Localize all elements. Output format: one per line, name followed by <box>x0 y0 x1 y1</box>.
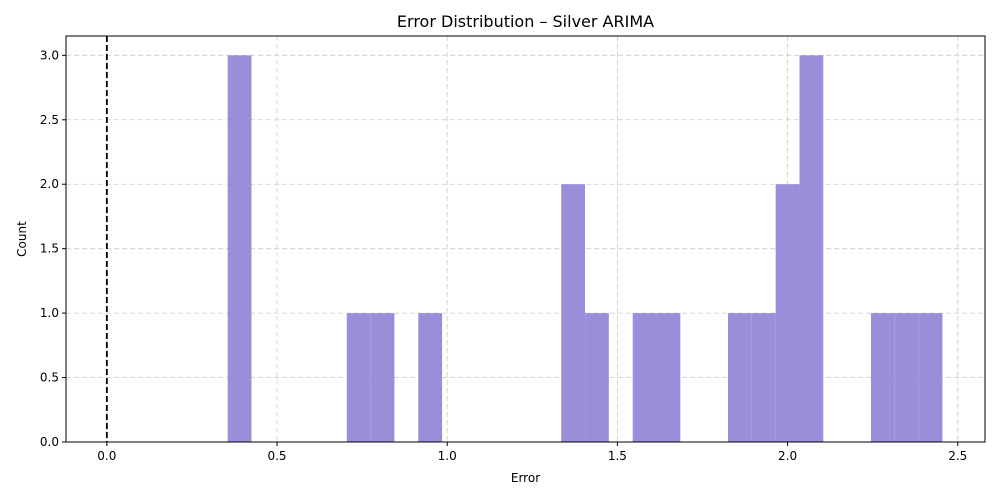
y-tick-label: 0.5 <box>40 371 59 385</box>
histogram-bar <box>561 184 586 442</box>
grid-layer <box>66 36 985 443</box>
x-tick-label: 2.5 <box>948 449 967 463</box>
y-axis-label: Count <box>15 221 29 257</box>
x-tick-label: 0.5 <box>267 449 286 463</box>
y-tick-label: 3.0 <box>40 48 59 62</box>
y-tick-label: 0.0 <box>40 435 59 449</box>
histogram-bar <box>418 313 443 442</box>
y-tick-label: 2.5 <box>40 113 59 127</box>
x-tick-label: 0.0 <box>97 449 116 463</box>
histogram-bar <box>799 55 824 442</box>
x-axis-ticks: 0.0 0.5 1.0 1.5 2.0 2.5 <box>97 442 967 463</box>
histogram-bar <box>751 313 776 442</box>
x-axis-label: Error <box>511 471 540 485</box>
y-axis-ticks: 0.0 0.5 1.0 1.5 2.0 2.5 3.0 <box>40 48 66 449</box>
histogram-bar <box>656 313 681 442</box>
histogram-bar <box>894 313 919 442</box>
histogram-bar <box>918 313 943 442</box>
histogram-bar <box>632 313 657 442</box>
x-tick-label: 1.5 <box>608 449 627 463</box>
bars-layer <box>227 55 943 442</box>
histogram-bar <box>346 313 371 442</box>
x-tick-label: 2.0 <box>778 449 797 463</box>
histogram-bar <box>370 313 395 442</box>
histogram-bar <box>870 313 895 442</box>
histogram-bar <box>728 313 752 442</box>
y-tick-label: 2.0 <box>40 177 59 191</box>
y-tick-label: 1.0 <box>40 306 59 320</box>
histogram-bar <box>227 55 252 442</box>
x-tick-label: 1.0 <box>438 449 457 463</box>
histogram-bar <box>775 184 800 442</box>
chart-title: Error Distribution – Silver ARIMA <box>397 12 654 31</box>
histogram-bar <box>585 313 609 442</box>
y-tick-label: 1.5 <box>40 242 59 256</box>
plot-frame <box>65 35 986 443</box>
